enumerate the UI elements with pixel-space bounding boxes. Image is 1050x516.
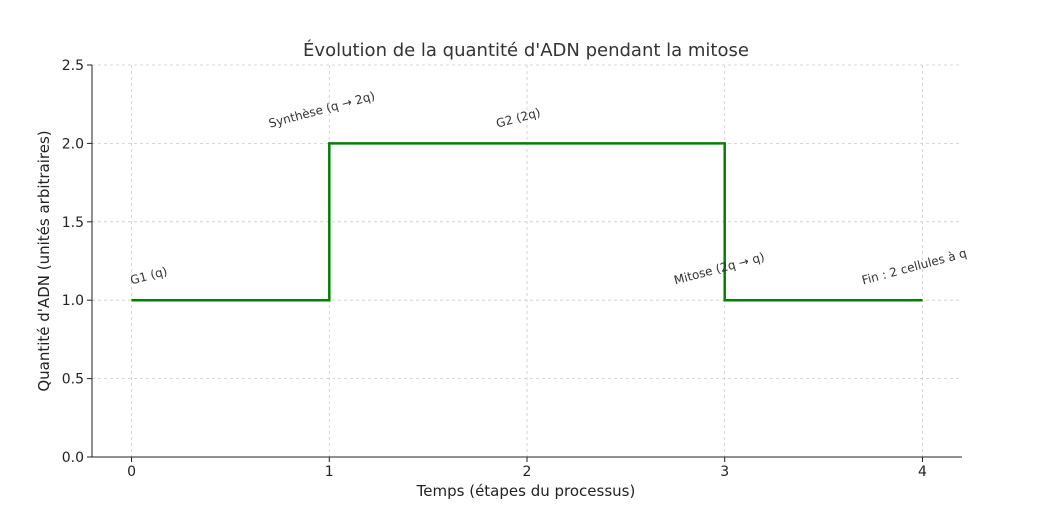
y-tick-label: 0.0: [62, 450, 84, 466]
y-tick-label: 1.0: [62, 293, 84, 309]
y-tick-label: 2.0: [62, 136, 84, 152]
y-tick-label: 1.5: [62, 215, 84, 231]
annotation-label: Fin : 2 cellules à q: [860, 246, 968, 287]
chart-title: Évolution de la quantité d'ADN pendant l…: [303, 39, 749, 61]
y-tick-label: 0.5: [62, 372, 84, 388]
x-tick-label: 4: [918, 464, 927, 480]
x-tick-label: 0: [127, 464, 136, 480]
x-tick-label: 2: [523, 464, 532, 480]
axes: [91, 65, 962, 458]
annotation-label: Mitose (2q → q): [672, 250, 766, 288]
y-axis-label: Quantité d'ADN (unités arbitraires): [35, 130, 53, 391]
annotation-label: G1 (q): [129, 264, 169, 287]
y-tick-label: 2.5: [62, 58, 84, 74]
x-axis-label: Temps (étapes du processus): [416, 482, 636, 500]
annotation-label: Synthèse (q → 2q): [267, 89, 376, 131]
annotation-label: G2 (2q): [494, 105, 541, 130]
x-tick-label: 3: [720, 464, 729, 480]
y-axis-ticks: 0.0 0.5 1.0 1.5 2.0 2.5: [62, 58, 92, 466]
grid: [92, 64, 962, 458]
x-axis-ticks: 0 1 2 3 4: [127, 457, 927, 480]
x-tick-label: 1: [325, 464, 334, 480]
series-line: [131, 142, 923, 302]
annotations: G1 (q) Synthèse (q → 2q) G2 (2q) Mitose (2q…: [129, 89, 968, 288]
series: [131, 142, 923, 302]
